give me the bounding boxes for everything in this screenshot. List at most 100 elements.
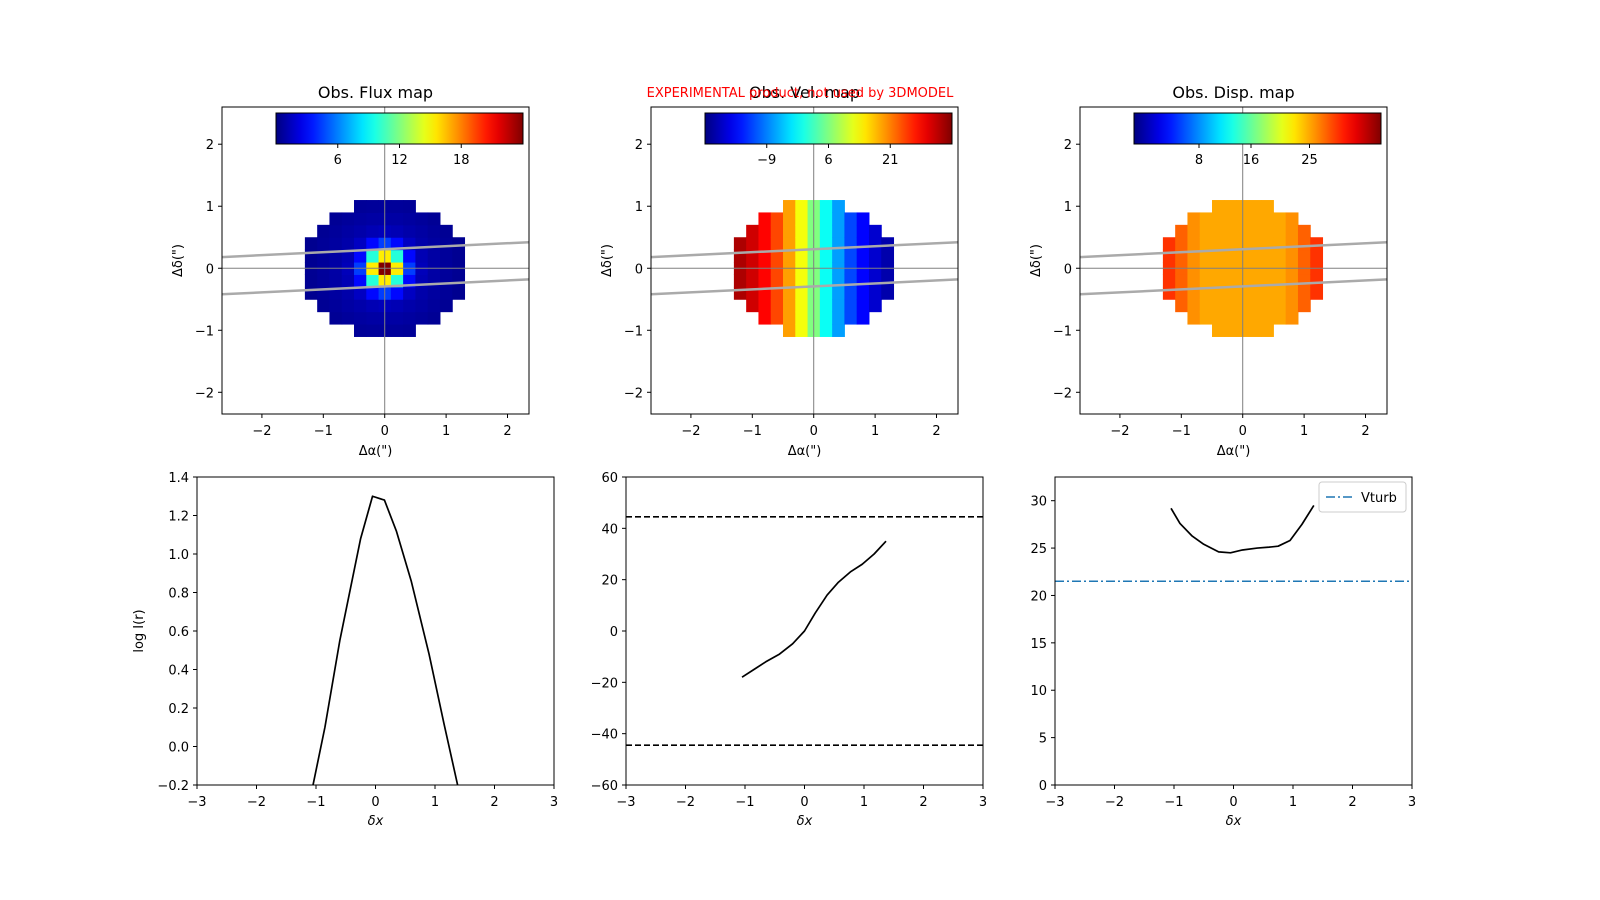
y-tick-label: 15 [1030, 637, 1047, 652]
y-tick-label: 0 [1039, 779, 1047, 794]
map-pixel [819, 299, 833, 313]
map-pixel [366, 286, 380, 300]
map-pixel [1248, 249, 1262, 263]
map-pixel [439, 237, 453, 251]
x-tick-label: 0 [1229, 795, 1237, 810]
profile-panel-2: −3 −2 −1 0 1 2 3 −60 −40 −20 0 20 40 60 δx [591, 471, 988, 829]
map-pixel [758, 224, 772, 238]
y-tick-label: −0.2 [157, 779, 189, 794]
map-pixel [366, 200, 380, 213]
map-pixel [1297, 286, 1311, 300]
map-pixel [770, 224, 784, 238]
x-tick-label: 1 [860, 795, 868, 810]
map-pixel [881, 249, 895, 263]
y-tick-label: 1 [206, 200, 214, 215]
colorbar-tick-label: 16 [1243, 153, 1260, 168]
profile-line-1 [741, 540, 887, 678]
plot-frame [196, 476, 555, 786]
map-pixel [366, 249, 380, 263]
map-pixel [1199, 212, 1213, 226]
map-pixel [770, 249, 784, 263]
map-pixel [1224, 237, 1238, 251]
map-pixel [868, 224, 882, 238]
map-pixel [1248, 299, 1262, 313]
x-tick-label: −2 [1110, 424, 1129, 439]
y-tick-label: 1 [635, 200, 643, 215]
y-tick-label: −2 [1053, 386, 1072, 401]
map-pixel [795, 200, 809, 213]
map-pixel [819, 286, 833, 300]
map-pixel [354, 274, 367, 288]
map-pixel [1212, 200, 1225, 213]
map-pixel [1212, 311, 1225, 325]
y-tick-label: 0.4 [168, 664, 189, 679]
y-tick-label: 30 [1030, 495, 1047, 510]
map-pixel [868, 237, 882, 251]
map-pixel [390, 237, 404, 251]
map-pixel [758, 311, 772, 325]
map-pixel [1175, 299, 1188, 313]
map-pixel [390, 311, 404, 325]
map-pixel [354, 237, 367, 251]
map-pixel [427, 249, 441, 263]
x-tick-label: 3 [979, 795, 987, 810]
map-pixel [819, 212, 833, 226]
map-pixel [1199, 237, 1213, 251]
map-pixel [341, 212, 355, 226]
map-pixel [390, 212, 404, 226]
map-pixel [366, 237, 380, 251]
map-pixel [452, 237, 466, 251]
map-pixel [819, 249, 833, 263]
map-pixel [819, 200, 833, 213]
colorbar-tick-label: −9 [757, 153, 776, 168]
map-pixel [868, 274, 882, 288]
map-pixel [783, 299, 796, 313]
y-tick-label: 40 [601, 522, 618, 537]
y-tick-label: 5 [1039, 732, 1047, 747]
map-pixel [390, 200, 404, 213]
x-axis-label: Δα(") [788, 444, 822, 459]
x-tick-label: 2 [503, 424, 511, 439]
y-tick-label: −60 [591, 779, 618, 794]
map-pixel [795, 299, 809, 313]
map-pixel [366, 299, 380, 313]
map-pixel [819, 324, 833, 337]
x-tick-label: −1 [1164, 795, 1183, 810]
map-pixel [1224, 311, 1238, 325]
x-tick-label: 0 [800, 795, 808, 810]
map-pixel [1261, 200, 1274, 213]
map-pixel [1273, 249, 1287, 263]
map-pixel [1248, 324, 1262, 337]
map-pixel [1224, 299, 1238, 313]
map-pixel [341, 224, 355, 238]
map-pixel [746, 237, 759, 251]
map-pixel [1273, 212, 1287, 226]
map-pixel [427, 299, 441, 313]
map-pixel [856, 286, 870, 300]
x-tick-label: −2 [676, 795, 695, 810]
map-pixel [795, 212, 809, 226]
map-pixel [390, 274, 404, 288]
map-pixel [390, 249, 404, 263]
map-pixel [427, 224, 441, 238]
map-pixel [366, 224, 380, 238]
map-pixel [1224, 224, 1238, 238]
map-pixel [819, 274, 833, 288]
map-pixel [1248, 286, 1262, 300]
map-pixel [795, 249, 809, 263]
map-pixel [1285, 299, 1299, 313]
map-pixel [844, 212, 858, 226]
map-pixel [317, 274, 330, 288]
profile-line-1 [312, 495, 459, 785]
map-pixel [354, 200, 367, 213]
x-tick-label: −1 [735, 795, 754, 810]
map-pixel [881, 237, 895, 251]
map-pixel [770, 311, 784, 325]
map-pixel [1199, 249, 1213, 263]
map-pixel [1212, 299, 1225, 313]
map-pixel [1199, 274, 1213, 288]
x-tick-label: −2 [252, 424, 271, 439]
map-pixel [844, 299, 858, 313]
